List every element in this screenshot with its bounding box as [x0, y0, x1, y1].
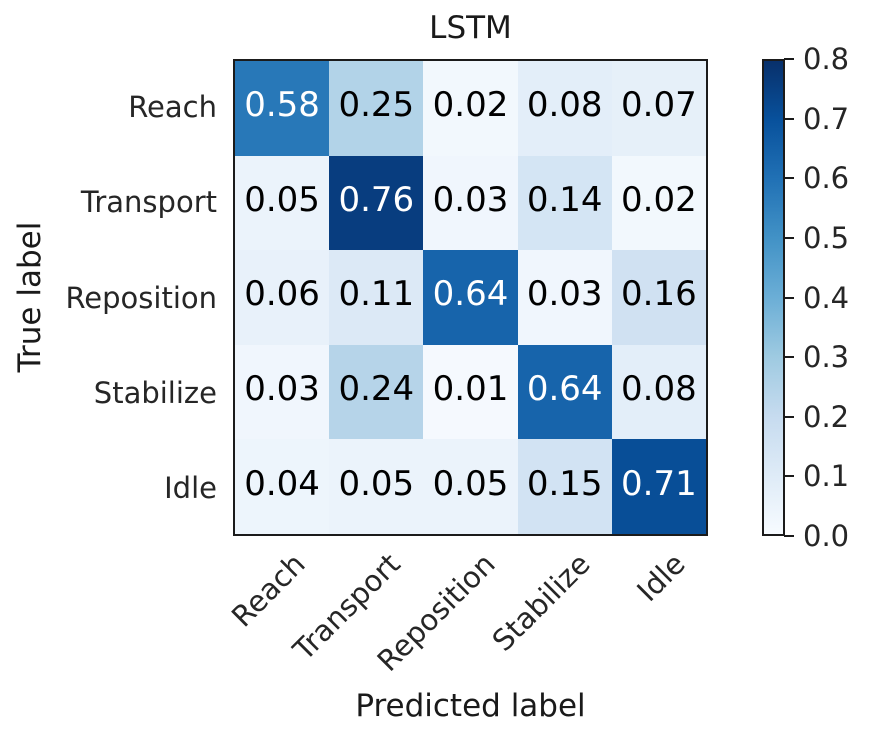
heatmap-cell: 0.08 — [517, 61, 612, 156]
heatmap-cell: 0.03 — [517, 250, 612, 345]
colorbar-tick-mark — [784, 415, 794, 418]
heatmap-cell: 0.01 — [423, 344, 518, 440]
heatmap-grid: 0.58 0.25 0.02 0.08 0.07 0.05 0.76 0.03 0.14 0.02… — [233, 59, 708, 536]
heatmap-cell: 0.11 — [329, 250, 424, 345]
y-tick-label: Transport — [80, 185, 217, 220]
heatmap-cell: 0.02 — [423, 61, 518, 156]
colorbar-tick-mark — [784, 117, 794, 120]
heatmap-cell: 0.05 — [235, 155, 330, 251]
colorbar-tick-label: 0.4 — [803, 280, 850, 315]
colorbar-tick-mark — [784, 535, 794, 537]
colorbar-tick-mark — [784, 356, 794, 359]
heatmap-cell: 0.58 — [235, 61, 330, 156]
y-tick-label: Stabilize — [93, 375, 217, 410]
colorbar-tick-mark — [784, 236, 794, 239]
colorbar-tick-mark — [784, 177, 794, 180]
y-tick-label: Idle — [164, 471, 217, 506]
heatmap-cell: 0.71 — [611, 439, 706, 534]
heatmap-cell: 0.15 — [517, 439, 612, 534]
x-axis-title: Predicted label — [355, 688, 586, 724]
colorbar-tick-label: 0.1 — [803, 459, 850, 494]
heatmap-cell: 0.16 — [611, 250, 706, 345]
heatmap-cell: 0.14 — [517, 155, 612, 251]
heatmap-cell: 0.03 — [235, 344, 330, 440]
colorbar-tick-label: 0.5 — [803, 220, 850, 255]
heatmap-cell: 0.25 — [329, 61, 424, 156]
y-tick-label: Reposition — [65, 280, 217, 315]
heatmap-cell: 0.07 — [611, 61, 706, 156]
colorbar-tick-mark — [784, 58, 794, 60]
heatmap-cell: 0.24 — [329, 344, 424, 440]
heatmap-cell: 0.04 — [235, 439, 330, 534]
heatmap-cell: 0.02 — [611, 155, 706, 251]
heatmap-cell: 0.03 — [423, 155, 518, 251]
colorbar-tick-label: 0.6 — [803, 161, 850, 196]
colorbar-tick-label: 0.3 — [803, 340, 850, 375]
heatmap-cell: 0.06 — [235, 250, 330, 345]
colorbar-tick-mark — [784, 296, 794, 299]
heatmap-cell: 0.76 — [329, 155, 424, 251]
heatmap-cell: 0.64 — [423, 250, 518, 345]
colorbar-tick-label: 0.0 — [803, 519, 850, 553]
y-tick-label: Reach — [128, 89, 217, 124]
colorbar-tick-label: 0.2 — [803, 399, 850, 434]
colorbar-tick-label: 0.7 — [803, 101, 850, 136]
colorbar-tick-mark — [784, 475, 794, 478]
heatmap-cell: 0.08 — [611, 344, 706, 440]
heatmap-cell: 0.05 — [329, 439, 424, 534]
heatmap-cell: 0.05 — [423, 439, 518, 534]
heatmap-cell: 0.64 — [517, 344, 612, 440]
colorbar-tick-label: 0.8 — [803, 42, 850, 76]
chart-title: LSTM — [429, 10, 512, 46]
colorbar — [762, 59, 785, 536]
